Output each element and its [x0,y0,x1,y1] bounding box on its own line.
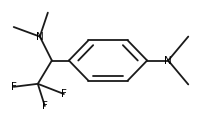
Text: F: F [11,82,17,92]
Text: F: F [42,101,48,111]
Text: F: F [61,89,67,99]
Text: N: N [164,56,172,65]
Text: N: N [36,32,44,42]
